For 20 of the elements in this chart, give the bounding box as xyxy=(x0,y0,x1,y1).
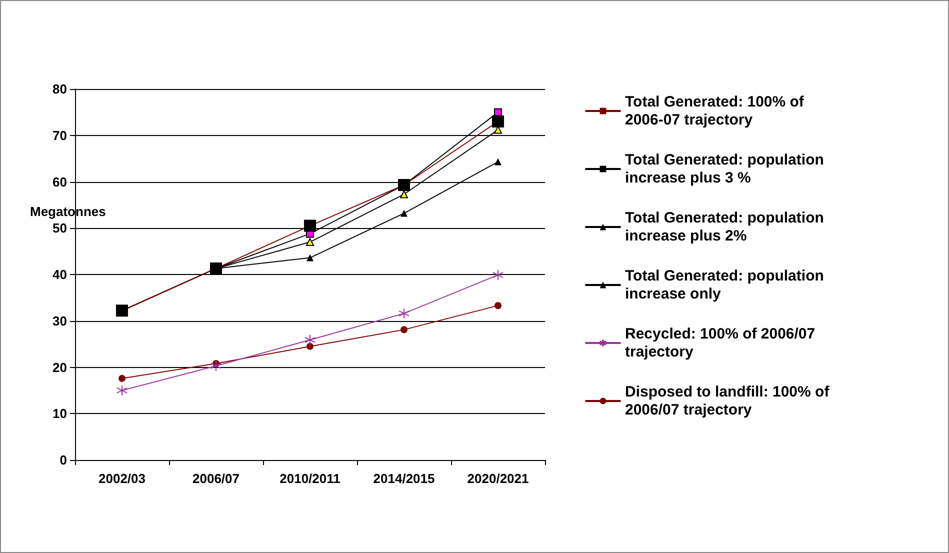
x-tick-label: 2006/07 xyxy=(192,471,240,486)
y-tick-label: 0 xyxy=(60,452,67,468)
y-tick-label: 50 xyxy=(52,220,67,236)
y-tick-label: 20 xyxy=(52,360,67,375)
x-tick-label: 2010/2011 xyxy=(280,471,340,486)
y-tick-label: 80 xyxy=(52,82,67,96)
legend-label: Total Generated: population increase plus 3 % xyxy=(625,152,828,186)
y-tick-label: 30 xyxy=(52,313,67,328)
legend-label: Disposed to landfill: 100% of 2006/07 trajectory xyxy=(625,384,834,418)
x-tick-label: 2020/2021 xyxy=(467,471,529,486)
legend-label: Total Generated: population increase only xyxy=(625,268,828,302)
legend-label: Total Generated: 100% of 2006-07 trajectory xyxy=(625,94,808,128)
y-tick-label: 70 xyxy=(52,128,67,143)
y-tick-label: 10 xyxy=(52,406,67,422)
y-tick-label: 40 xyxy=(52,267,67,282)
legend-label: Total Generated: population increase plus 2% xyxy=(625,210,828,244)
y-tick-label: 60 xyxy=(52,174,67,190)
x-tick-label: 2014/2015 xyxy=(373,471,435,486)
legend-label: Recycled: 100% of 2006/07 trajectory xyxy=(625,326,820,360)
x-tick-label: 2002/03 xyxy=(98,471,146,486)
